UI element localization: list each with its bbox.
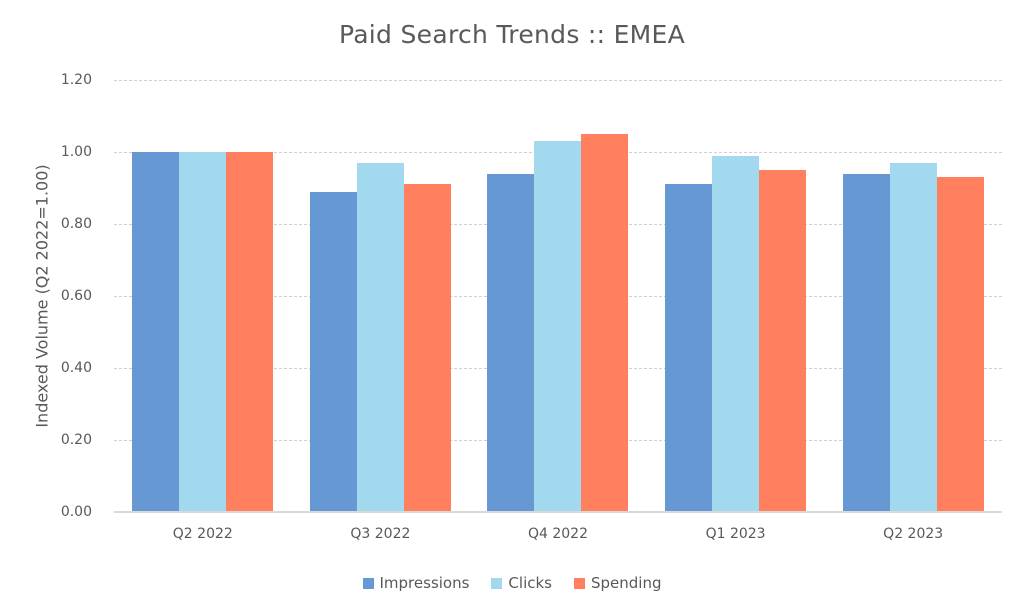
legend-item-spending[interactable]: Spending: [573, 574, 662, 592]
bar-impressions[interactable]: [842, 173, 890, 512]
bar-spending[interactable]: [759, 170, 807, 512]
legend: Impressions Clicks Spending: [0, 574, 1024, 592]
bar-group: [824, 80, 1002, 512]
gridline: [114, 80, 1002, 81]
bar-group: [469, 80, 647, 512]
y-tick-label: 0.40: [60, 360, 92, 376]
legend-item-impressions[interactable]: Impressions: [362, 574, 470, 592]
y-tick-label: 0.20: [60, 432, 92, 448]
bar-impressions[interactable]: [487, 173, 535, 512]
x-tick-label: Q2 2022: [172, 526, 233, 542]
legend-swatch-icon: [491, 577, 503, 589]
x-tick-label: Q3 2022: [350, 526, 411, 542]
y-tick-label: 1.00: [60, 144, 92, 160]
legend-item-clicks[interactable]: Clicks: [491, 574, 552, 592]
x-tick-label: Q2 2023: [883, 526, 944, 542]
legend-swatch-icon: [573, 577, 585, 589]
y-tick-label: 0.00: [60, 504, 92, 520]
bar-clicks[interactable]: [889, 162, 937, 512]
x-axis-line: [114, 511, 1002, 513]
bar-impressions[interactable]: [309, 191, 357, 512]
bar-spending[interactable]: [581, 134, 629, 512]
bar-clicks[interactable]: [534, 141, 582, 512]
bar-clicks[interactable]: [179, 152, 227, 512]
legend-label: Spending: [590, 574, 662, 592]
x-tick-label: Q1 2023: [705, 526, 766, 542]
legend-swatch-icon: [362, 577, 374, 589]
bar-group: [647, 80, 825, 512]
bar-clicks[interactable]: [712, 155, 760, 512]
y-tick-label: 0.80: [60, 216, 92, 232]
y-tick-label: 1.20: [60, 72, 92, 88]
bar-group: [292, 80, 470, 512]
bar-impressions[interactable]: [665, 184, 713, 512]
bar-clicks[interactable]: [356, 162, 404, 512]
bar-impressions[interactable]: [132, 152, 180, 512]
y-tick-label: 0.60: [60, 288, 92, 304]
x-tick-label: Q4 2022: [527, 526, 588, 542]
legend-label: Clicks: [508, 574, 552, 592]
bar-group: [114, 80, 292, 512]
bar-spending[interactable]: [936, 177, 984, 512]
chart-title: Paid Search Trends :: EMEA: [338, 20, 686, 49]
legend-label: Impressions: [379, 574, 470, 592]
bar-spending[interactable]: [403, 184, 451, 512]
bar-spending[interactable]: [226, 152, 274, 512]
plot-area: 0.00 0.20 0.40 0.60 0.80 1.00 1.20 Q2 2022 Q3 20…: [61, 72, 1002, 542]
